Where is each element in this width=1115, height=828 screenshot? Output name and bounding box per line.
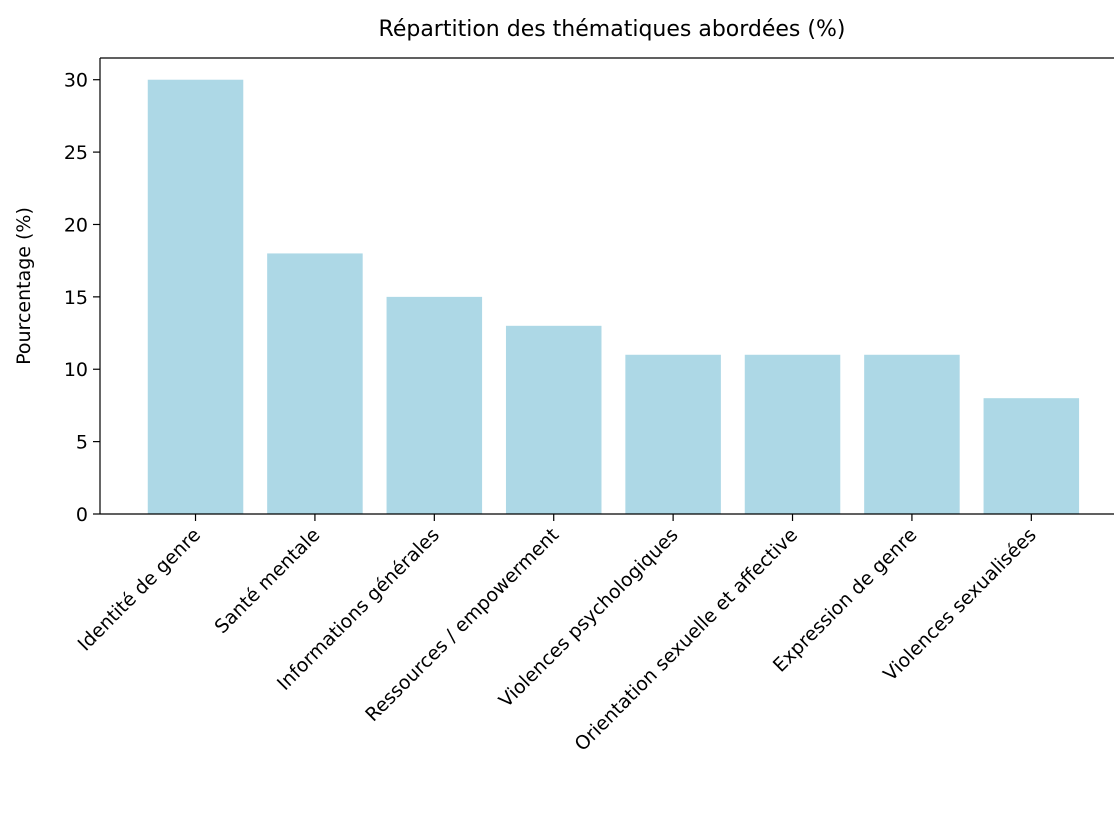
x-tick-label: Orientation sexuelle et affective xyxy=(570,524,802,756)
bar xyxy=(505,325,602,514)
y-tick-label: 0 xyxy=(76,504,88,526)
x-tick-label: Santé mentale xyxy=(210,524,324,638)
chart-title: Répartition des thématiques abordées (%) xyxy=(379,17,846,42)
y-axis-label: Pourcentage (%) xyxy=(13,207,35,365)
y-tick-label: 5 xyxy=(76,432,88,454)
bar xyxy=(386,296,483,514)
bar xyxy=(864,354,960,514)
bar xyxy=(147,79,244,514)
y-tick-label: 30 xyxy=(64,70,88,92)
bar xyxy=(983,398,1080,514)
x-tick-label: Ressources / empowerment xyxy=(361,524,563,726)
bar xyxy=(625,354,721,514)
x-tick-label: Identité de genre xyxy=(74,524,205,655)
bar xyxy=(267,253,363,514)
y-tick-label: 20 xyxy=(64,214,88,236)
y-tick-label: 25 xyxy=(64,142,88,164)
bar xyxy=(744,354,841,514)
y-tick-label: 10 xyxy=(64,359,88,381)
y-tick-label: 15 xyxy=(64,287,88,309)
